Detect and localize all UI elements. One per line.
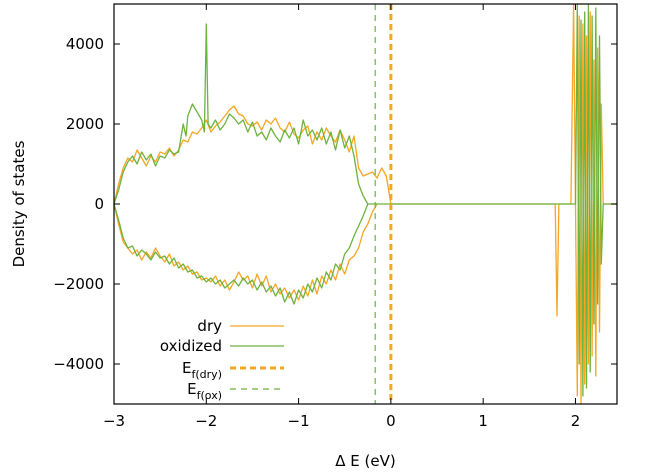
x-tick-label: 0 [386,412,396,430]
series-dry-down-line [114,203,378,301]
y-tick-label: 2000 [66,115,104,133]
legend-label-sub: f(ox) [197,389,222,402]
legend-label-main: E [187,380,196,398]
legend-label-main: E [182,359,191,377]
x-axis-label: Δ E (eV) [335,452,395,470]
y-tick-label: −4000 [53,355,104,373]
legend-label-sub: f(dry) [192,368,222,381]
x-tick-label: −1 [288,412,310,430]
x-tick-label: 1 [478,412,488,430]
legend: dry oxidized Ef(dry)Ef(ox) [160,317,284,402]
x-tick-label: −3 [103,412,125,430]
tick-layer: −3 −2 −1 0 1 2 −4000 −2000 0 2000 4000 [53,4,617,430]
y-tick-label: −2000 [53,275,104,293]
y-axis-label: Density of states [10,140,28,267]
series-oxidized-down-line [114,203,369,305]
series-oxidized-up-line [114,4,617,397]
legend-label-2: Ef(dry) [182,359,222,381]
legend-label-0: dry [197,317,222,335]
y-tick-label: 0 [94,195,104,213]
x-tick-label: −2 [195,412,217,430]
fermi-lines-layer [374,4,393,404]
legend-label-3: Ef(ox) [187,380,222,402]
series-layer [114,4,617,404]
legend-label-1: oxidized [160,337,222,355]
y-tick-label: 4000 [66,35,104,53]
x-tick-label: 2 [571,412,581,430]
